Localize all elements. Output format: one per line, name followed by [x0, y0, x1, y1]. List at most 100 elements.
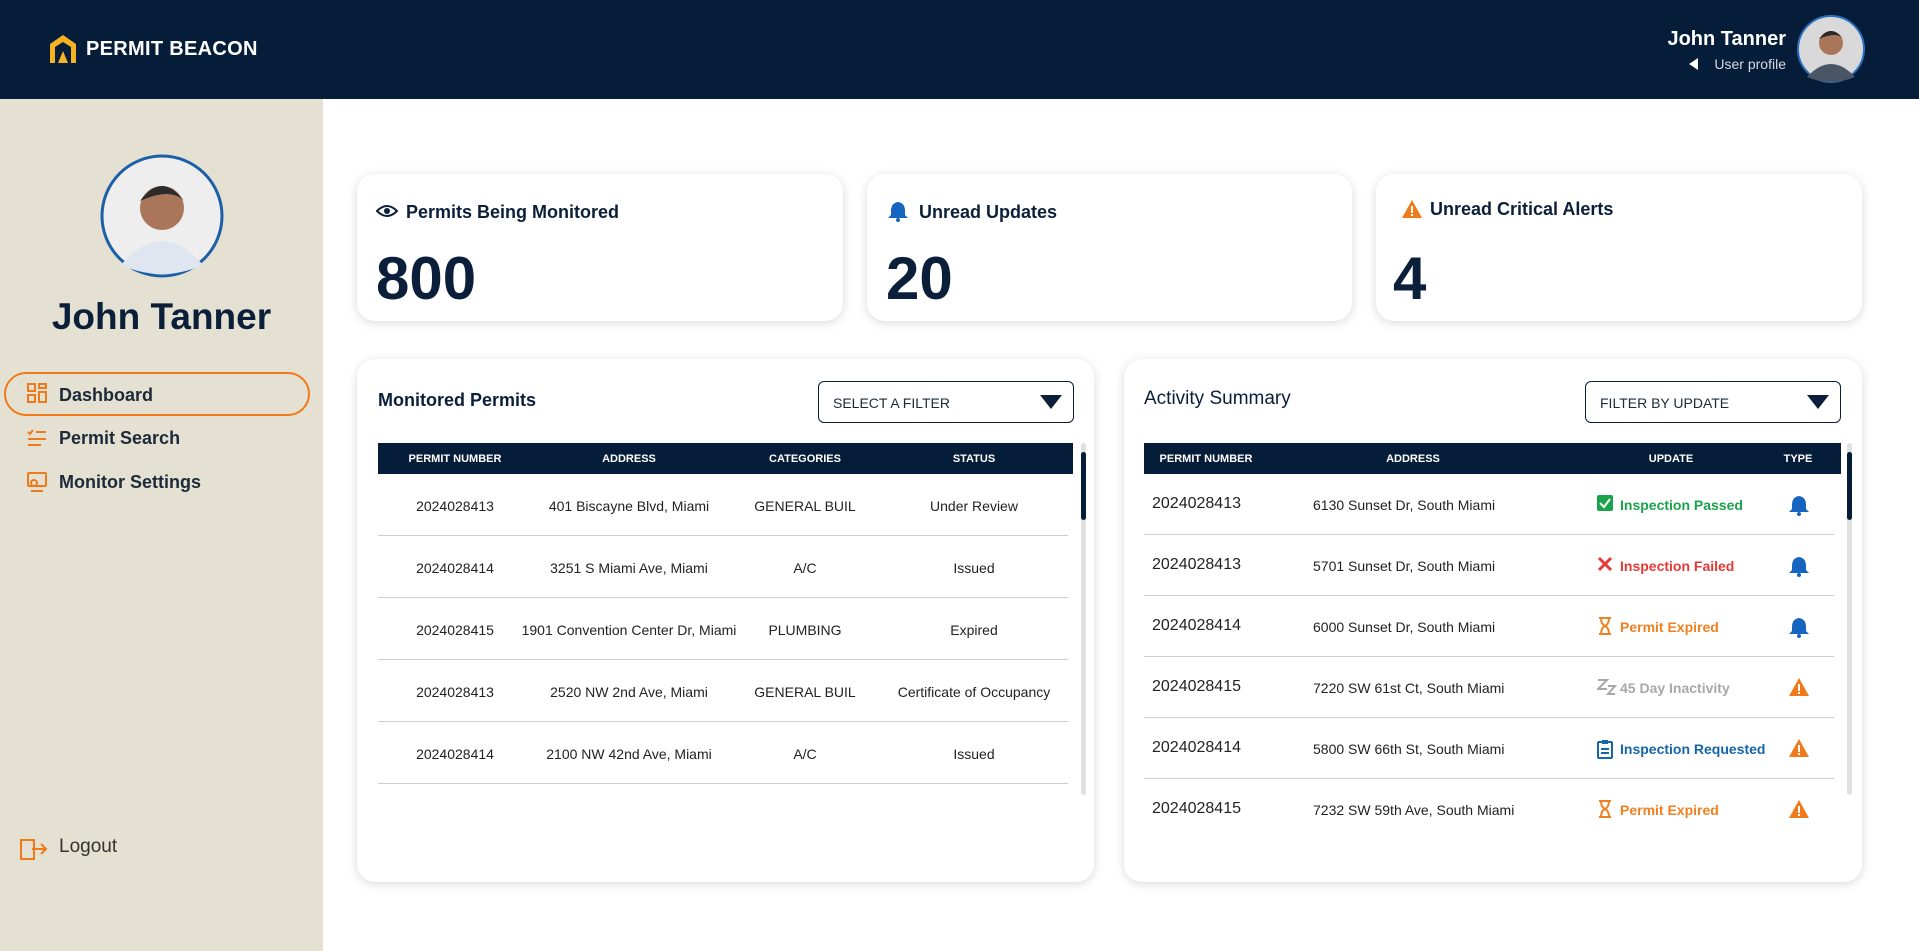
table-cell: 2024028413: [1152, 556, 1241, 573]
type-icon: [1789, 496, 1809, 516]
type-icon: [1788, 738, 1810, 763]
bell-icon: [888, 202, 908, 222]
nav-item[interactable]: Monitor Settings: [59, 472, 201, 492]
panel-title: Monitored Permits: [378, 390, 537, 410]
scrollbar-thumb[interactable]: [1081, 452, 1086, 520]
nav-item[interactable]: Dashboard: [59, 385, 154, 405]
filter-dropdown[interactable]: FILTER BY UPDATE: [1585, 381, 1841, 423]
settings-icon: [27, 472, 47, 492]
user-name: John Tanner: [1667, 28, 1786, 50]
monitored-permits-panel: Monitored Permits SELECT A FILTER PERMIT N…: [357, 359, 1094, 882]
column-header: ADDRESS: [602, 453, 656, 465]
table-cell: 2024028414: [1152, 617, 1241, 634]
stat-label: Permits Being Monitored: [406, 202, 620, 222]
update-icon: [1597, 495, 1613, 511]
table-cell: 7220 SW 61st Ct, South Miami: [1313, 680, 1505, 696]
logout[interactable]: Logout: [59, 836, 118, 857]
stat-value: 800: [376, 245, 477, 312]
table-cell: 5701 Sunset Dr, South Miami: [1313, 558, 1496, 574]
update-status: Permit Expired: [1620, 802, 1719, 818]
update-status: Inspection Requested: [1620, 741, 1766, 757]
scrollbar: [1081, 443, 1086, 795]
table-cell: 6000 Sunset Dr, South Miami: [1313, 619, 1496, 635]
stat-card: Permits Being Monitored 800: [357, 174, 843, 321]
logo-icon: [50, 35, 76, 63]
nav-active-highlight[interactable]: [4, 372, 310, 416]
search-icon: [27, 429, 46, 446]
table-cell: GENERAL BUIL: [754, 684, 856, 700]
eye-icon: [376, 205, 398, 217]
update-icon: [1599, 800, 1611, 818]
row-divider: [378, 597, 1068, 598]
table-cell: 2024028415: [416, 622, 494, 638]
logout-icon: [20, 839, 48, 860]
scrollbar: [1847, 443, 1852, 795]
row-divider: [1144, 595, 1834, 596]
table-cell: 5800 SW 66th St, South Miami: [1313, 741, 1505, 757]
table-cell: 2024028414: [416, 746, 494, 762]
table-header: [378, 443, 1073, 474]
update-icon: [1595, 679, 1618, 695]
row-divider: [378, 535, 1068, 536]
update-status: Inspection Failed: [1620, 558, 1735, 574]
update-status: 45 Day Inactivity: [1620, 680, 1730, 696]
user-profile-link[interactable]: User profile: [1714, 56, 1786, 72]
row-divider: [1144, 717, 1834, 718]
update-icon: [1597, 556, 1613, 572]
type-icon: [1789, 800, 1809, 818]
filter-dropdown[interactable]: SELECT A FILTER: [818, 381, 1074, 423]
table-cell: 2024028414: [1152, 739, 1241, 756]
dropdown-arrow: [1807, 394, 1829, 415]
sidebar-avatar: [100, 154, 224, 278]
type-icon: [1788, 616, 1810, 643]
update-icon: [1597, 739, 1613, 764]
stat-value: 4: [1393, 245, 1427, 312]
column-header: TYPE: [1783, 453, 1813, 465]
type-icon: [1789, 678, 1809, 696]
table-cell: 6130 Sunset Dr, South Miami: [1313, 497, 1496, 513]
table-cell: A/C: [793, 746, 817, 762]
table-cell: GENERAL BUIL: [754, 498, 856, 514]
dropdown-arrow: [1040, 394, 1062, 415]
row-divider: [1144, 778, 1834, 779]
table-cell: 1901 Convention Center Dr, Miami: [521, 622, 737, 638]
stat-label: Unread Critical Alerts: [1430, 199, 1614, 219]
table-cell: 2520 NW 2nd Ave, Miami: [550, 684, 708, 700]
table-cell: 2024028413: [416, 498, 494, 514]
table-cell: 2024028415: [1152, 678, 1241, 695]
nav-item[interactable]: Permit Search: [59, 428, 181, 448]
activity-summary-panel: Activity Summary FILTER BY UPDATE PERMIT N…: [1124, 359, 1862, 882]
update-icon: [1597, 495, 1613, 516]
type-icon: [1789, 618, 1809, 638]
type-icon: [1788, 494, 1810, 521]
top-bar: PERMIT BEACON John Tanner User profile: [0, 0, 1919, 99]
table-cell: 2024028415: [1152, 800, 1241, 817]
update-icon: [1597, 740, 1613, 759]
scrollbar-thumb[interactable]: [1847, 452, 1852, 520]
table-cell: PLUMBING: [768, 622, 842, 638]
panel-title: Activity Summary: [1144, 388, 1291, 409]
type-icon: [1788, 555, 1810, 582]
column-header: PERMIT NUMBER: [1159, 453, 1253, 465]
type-icon: [1788, 677, 1810, 702]
column-header: UPDATE: [1648, 453, 1694, 465]
table-cell: 3251 S Miami Ave, Miami: [550, 560, 708, 576]
header-avatar[interactable]: [1797, 15, 1865, 83]
column-header: PERMIT NUMBER: [408, 453, 502, 465]
stat-card: Unread Critical Alerts 4: [1376, 174, 1862, 321]
dashboard-icon: [27, 383, 47, 403]
row-divider: [378, 659, 1068, 660]
row-divider: [1144, 656, 1834, 657]
update-icon: [1597, 556, 1613, 577]
table-cell: 2100 NW 42nd Ave, Miami: [546, 746, 712, 762]
stat-card: Unread Updates 20: [867, 174, 1352, 321]
update-icon: [1597, 617, 1613, 640]
dropdown-arrow: [1040, 395, 1062, 409]
type-icon: [1789, 557, 1809, 577]
table-cell: A/C: [793, 560, 817, 576]
brand[interactable]: PERMIT BEACON: [86, 38, 258, 60]
table-cell: 2024028414: [416, 560, 494, 576]
update-status: Permit Expired: [1620, 619, 1719, 635]
table-cell: Under Review: [930, 498, 1018, 514]
